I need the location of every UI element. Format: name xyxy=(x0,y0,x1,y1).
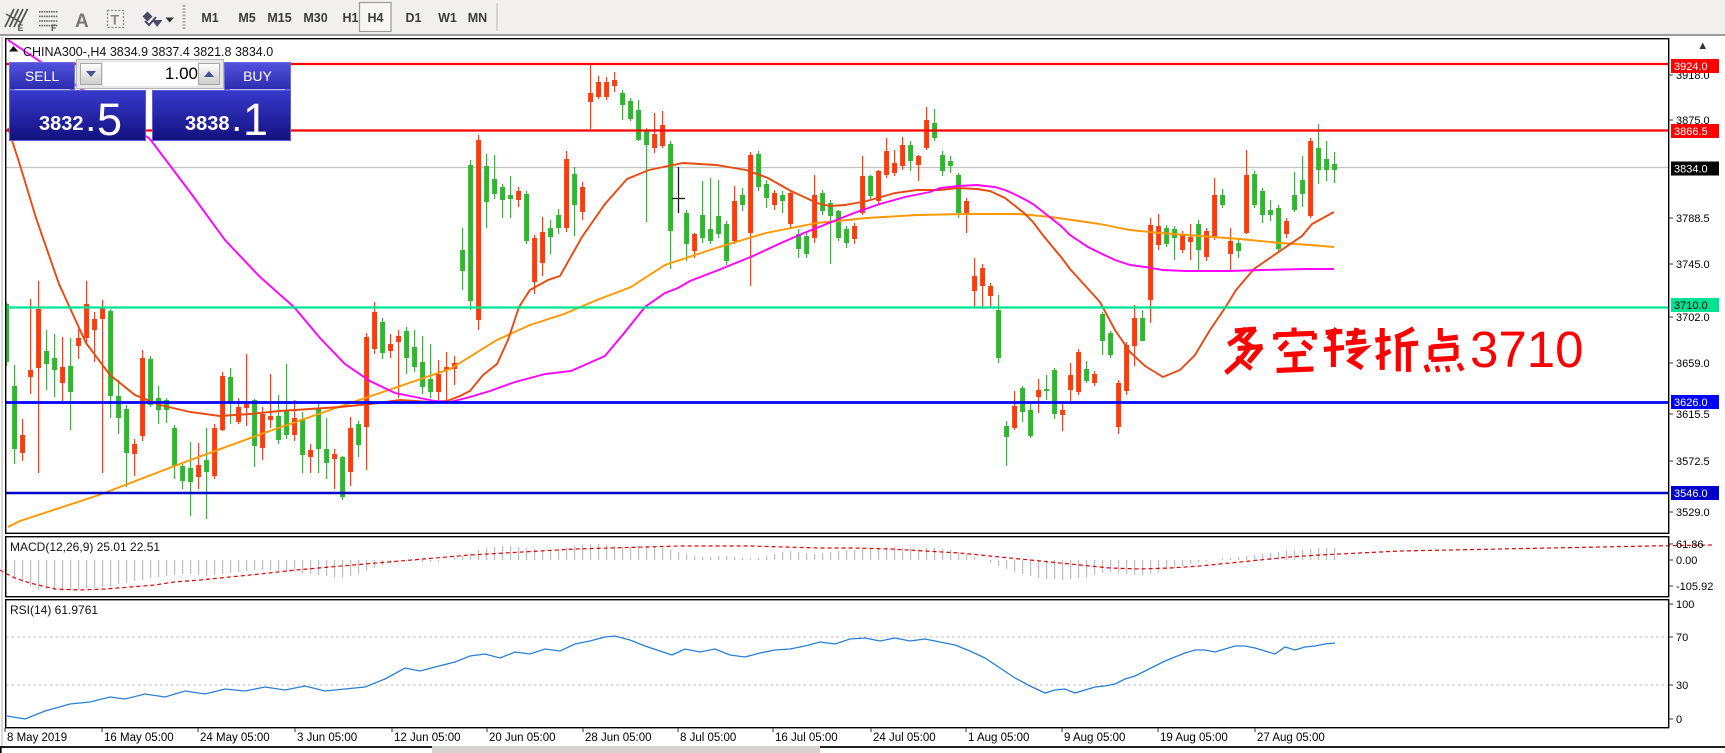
svg-text:3529.0: 3529.0 xyxy=(1676,507,1710,519)
svg-text:A: A xyxy=(75,11,89,32)
svg-text:3710.0: 3710.0 xyxy=(1674,300,1708,312)
svg-text:3702.0: 3702.0 xyxy=(1676,312,1710,324)
svg-text:20 Jun 05:00: 20 Jun 05:00 xyxy=(489,732,556,744)
svg-text:RSI(14) 61.9761: RSI(14) 61.9761 xyxy=(10,603,98,617)
svg-text:27 Aug 05:00: 27 Aug 05:00 xyxy=(1257,732,1325,744)
svg-text:3866.5: 3866.5 xyxy=(1674,126,1708,138)
svg-text:F: F xyxy=(51,23,57,33)
svg-text:70: 70 xyxy=(1676,632,1688,644)
svg-text:H1: H1 xyxy=(343,11,359,25)
svg-text:3710: 3710 xyxy=(1470,321,1583,378)
svg-text:3626.0: 3626.0 xyxy=(1674,397,1708,409)
svg-text:16 Jul 05:00: 16 Jul 05:00 xyxy=(775,732,838,744)
svg-text:0: 0 xyxy=(1676,714,1682,726)
svg-text:3834.0: 3834.0 xyxy=(1674,164,1708,176)
svg-text:3572.5: 3572.5 xyxy=(1676,456,1710,468)
svg-text:MACD(12,26,9) 25.01 22.51: MACD(12,26,9) 25.01 22.51 xyxy=(10,540,160,554)
svg-text:9 Aug 05:00: 9 Aug 05:00 xyxy=(1064,732,1125,744)
svg-text:E: E xyxy=(18,23,24,33)
svg-text:12 Jun 05:00: 12 Jun 05:00 xyxy=(394,732,461,744)
svg-text:3745.0: 3745.0 xyxy=(1676,259,1710,271)
svg-text:CHINA300-,H4 3834.9 3837.4 38: CHINA300-,H4 3834.9 3837.4 3821.8 3834.0 xyxy=(23,45,273,59)
svg-text:24 May 05:00: 24 May 05:00 xyxy=(200,732,270,744)
svg-text:W1: W1 xyxy=(438,11,457,25)
svg-text:3659.0: 3659.0 xyxy=(1676,358,1710,370)
svg-text:M1: M1 xyxy=(201,11,218,25)
svg-text:24 Jul 05:00: 24 Jul 05:00 xyxy=(873,732,936,744)
svg-text:3788.5: 3788.5 xyxy=(1676,213,1710,225)
svg-text:61.86: 61.86 xyxy=(1676,539,1704,551)
svg-text:16 May 05:00: 16 May 05:00 xyxy=(104,732,174,744)
svg-text:3546.0: 3546.0 xyxy=(1674,488,1708,500)
svg-text:M15: M15 xyxy=(267,11,291,25)
svg-text:D1: D1 xyxy=(406,11,422,25)
svg-text:30: 30 xyxy=(1676,680,1688,692)
svg-text:H4: H4 xyxy=(368,11,384,25)
svg-text:3924.0: 3924.0 xyxy=(1674,61,1708,73)
svg-text:T: T xyxy=(111,12,120,28)
svg-text:100: 100 xyxy=(1676,599,1694,611)
svg-text:M30: M30 xyxy=(303,11,327,25)
svg-text:0.00: 0.00 xyxy=(1676,555,1697,567)
svg-text:3 Jun 05:00: 3 Jun 05:00 xyxy=(297,732,357,744)
svg-text:8 May 2019: 8 May 2019 xyxy=(7,732,67,744)
svg-text:28 Jun 05:00: 28 Jun 05:00 xyxy=(585,732,652,744)
svg-text:8 Jul 05:00: 8 Jul 05:00 xyxy=(680,732,736,744)
svg-text:MN: MN xyxy=(468,11,487,25)
svg-text:-105.92: -105.92 xyxy=(1676,581,1713,593)
svg-text:19 Aug 05:00: 19 Aug 05:00 xyxy=(1160,732,1228,744)
svg-text:M5: M5 xyxy=(238,11,255,25)
svg-text:1 Aug 05:00: 1 Aug 05:00 xyxy=(968,732,1029,744)
svg-text:3615.5: 3615.5 xyxy=(1676,409,1710,421)
